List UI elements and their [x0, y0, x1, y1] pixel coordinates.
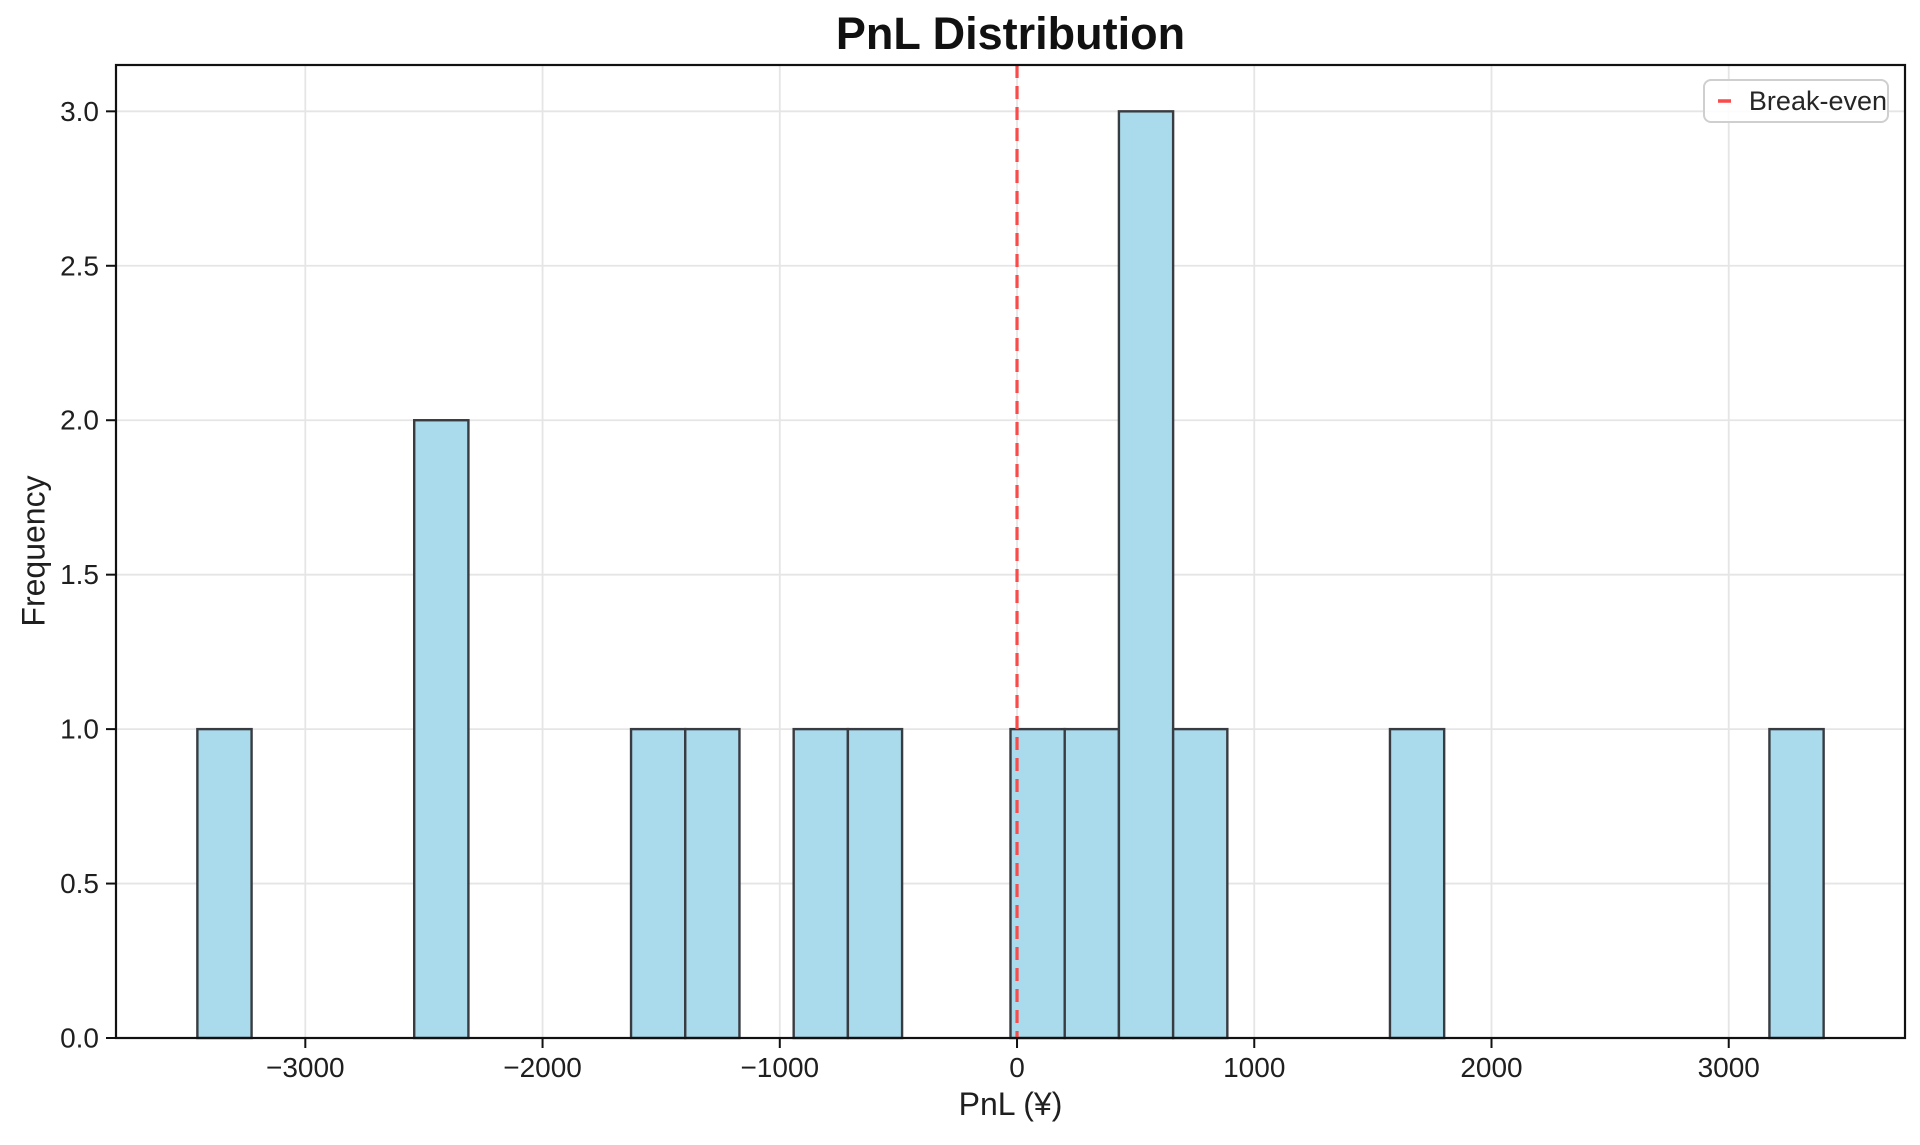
histogram-bar — [846, 727, 904, 1040]
histogram-bar — [1063, 727, 1121, 1040]
histogram-bar — [792, 727, 850, 1040]
histogram-bar — [1768, 727, 1825, 1040]
y-tick-label: 0.5 — [60, 868, 99, 899]
y-tick-label: 1.5 — [60, 559, 99, 590]
histogram-bar — [196, 727, 253, 1040]
histogram-bar — [413, 419, 470, 1040]
x-tick-label: 1000 — [1223, 1052, 1285, 1083]
y-tick-label: 2.0 — [60, 405, 99, 436]
histogram-bar — [684, 727, 741, 1040]
histogram-bar — [1388, 727, 1446, 1040]
y-tick-label: 0.0 — [60, 1023, 99, 1054]
histogram-bar — [629, 727, 687, 1040]
histogram-bar — [1171, 727, 1229, 1040]
y-axis-label: Frequency — [15, 475, 52, 627]
legend: Break-even — [1703, 79, 1889, 123]
x-tick-label: 0 — [1009, 1052, 1025, 1083]
y-tick-label: 3.0 — [60, 96, 99, 127]
chart-title: PnL Distribution — [835, 8, 1186, 59]
x-tick-label: −1000 — [740, 1052, 819, 1083]
x-tick-label: −2000 — [503, 1052, 582, 1083]
legend-label: Break-even — [1748, 85, 1887, 116]
breakeven-dashed-line-icon — [1718, 99, 1735, 103]
histogram-bar — [1009, 727, 1066, 1040]
x-tick-label: 3000 — [1698, 1052, 1760, 1083]
x-tick-label: −3000 — [266, 1052, 345, 1083]
x-axis-label: PnL (¥) — [958, 1086, 1063, 1122]
x-tick-label: 2000 — [1460, 1052, 1522, 1083]
y-tick-label: 2.5 — [60, 250, 99, 281]
histogram-bar — [1117, 110, 1175, 1040]
y-tick-label: 1.0 — [60, 714, 99, 745]
axes-frame — [114, 63, 1907, 1040]
